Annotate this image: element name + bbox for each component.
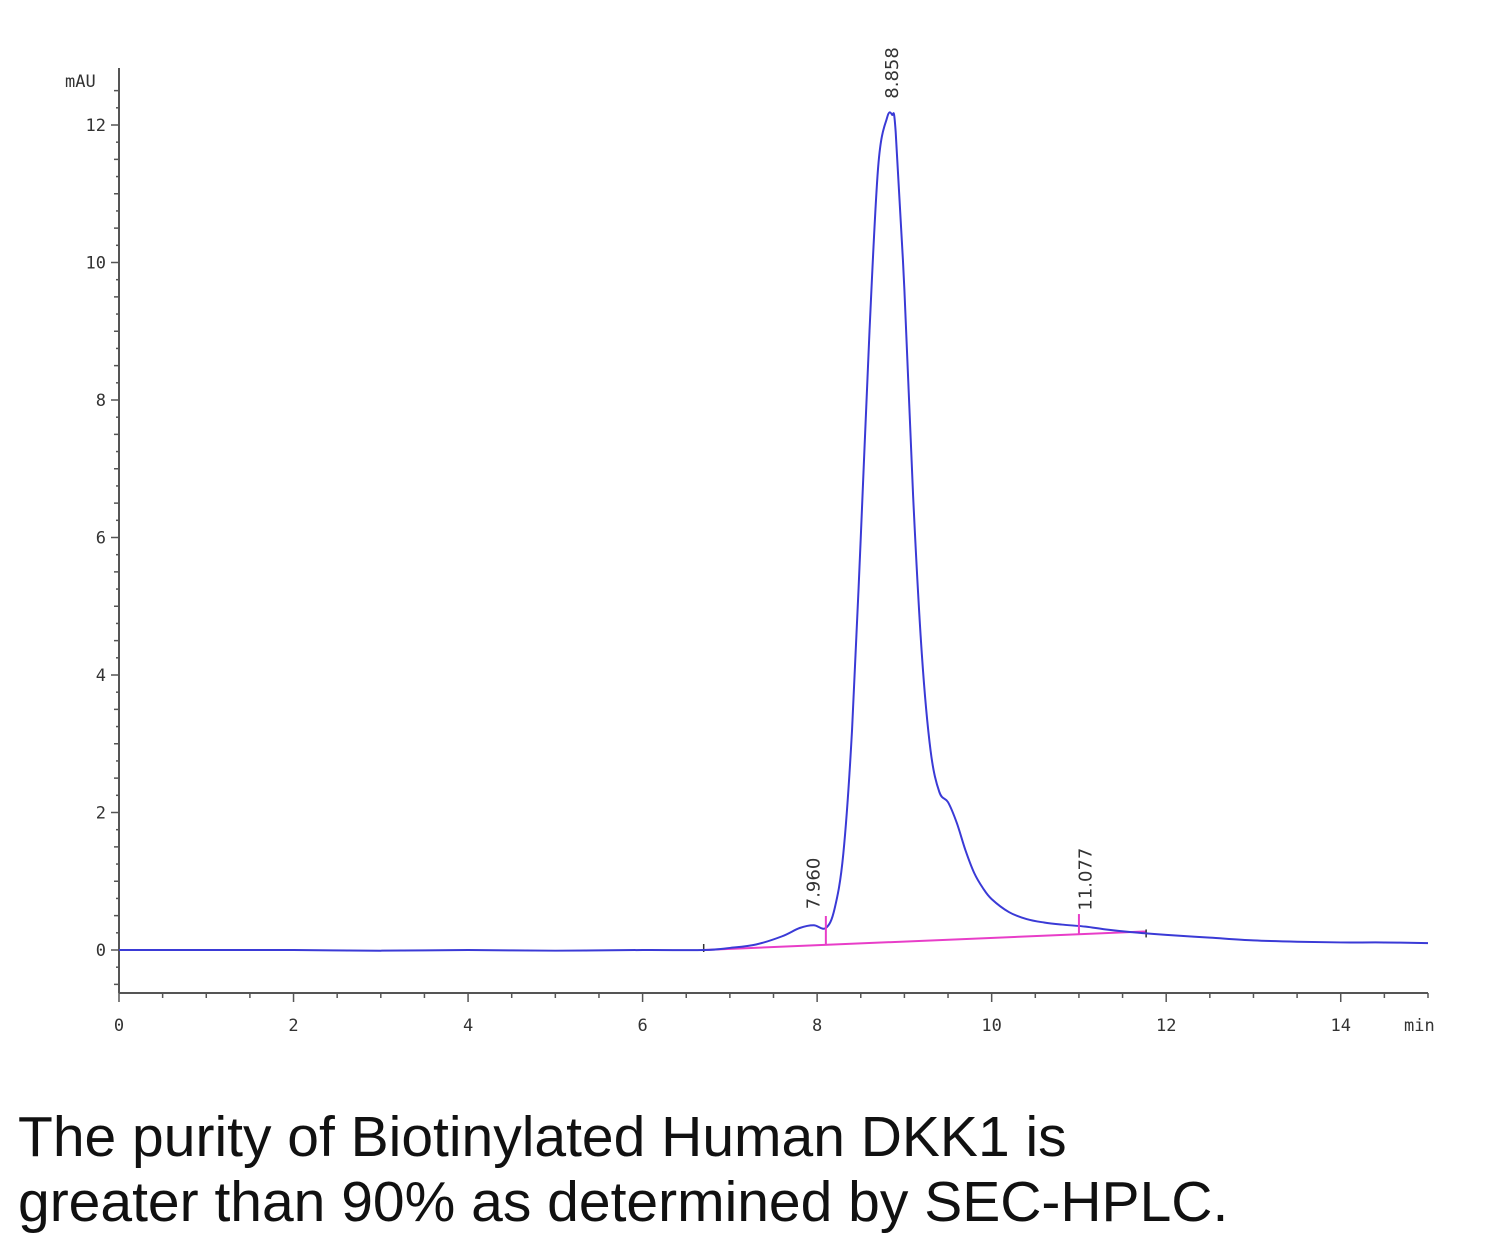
plot-area	[118, 111, 1429, 952]
x-tick-label: 0	[114, 1016, 124, 1036]
y-tick-label: 2	[96, 804, 106, 824]
y-tick-label: 0	[96, 941, 106, 961]
y-axis-label: mAU	[65, 72, 96, 92]
ticks	[111, 89, 1429, 1002]
chromatogram-chart: 0 2 4 6 8 10 12 0 2 4 6 8 10 12 14 mAU min 7.960 8.858 11.0…	[65, 47, 1435, 1036]
x-axis-label: min	[1404, 1016, 1435, 1036]
y-tick-label: 12	[86, 116, 106, 136]
peak-label: 7.960	[804, 858, 825, 910]
x-tick-label: 10	[981, 1016, 1001, 1036]
y-tick-label: 6	[96, 529, 106, 549]
signal-trace	[118, 111, 1429, 952]
labels: 0 2 4 6 8 10 12 0 2 4 6 8 10 12 14 mAU min 7.960 8.858 11.0…	[65, 47, 1435, 1036]
integration-baseline	[703, 930, 1147, 951]
x-tick-label: 14	[1330, 1016, 1350, 1036]
x-tick-label: 12	[1156, 1016, 1176, 1036]
x-tick-label: 6	[637, 1016, 647, 1036]
peak-label: 11.077	[1076, 848, 1097, 911]
peak-label: 8.858	[882, 47, 903, 99]
axes	[118, 68, 1428, 994]
x-tick-label: 8	[812, 1016, 822, 1036]
y-tick-label: 8	[96, 391, 106, 411]
x-tick-label: 2	[288, 1016, 298, 1036]
y-tick-label: 10	[86, 254, 106, 274]
caption-line-1: The purity of Biotinylated Human DKK1 is	[18, 1105, 1067, 1169]
figure-caption: The purity of Biotinylated Human DKK1 is…	[18, 1105, 1478, 1235]
x-tick-label: 4	[463, 1016, 473, 1036]
caption-line-2: greater than 90% as determined by SEC-HP…	[18, 1170, 1229, 1234]
y-tick-label: 4	[96, 666, 106, 686]
